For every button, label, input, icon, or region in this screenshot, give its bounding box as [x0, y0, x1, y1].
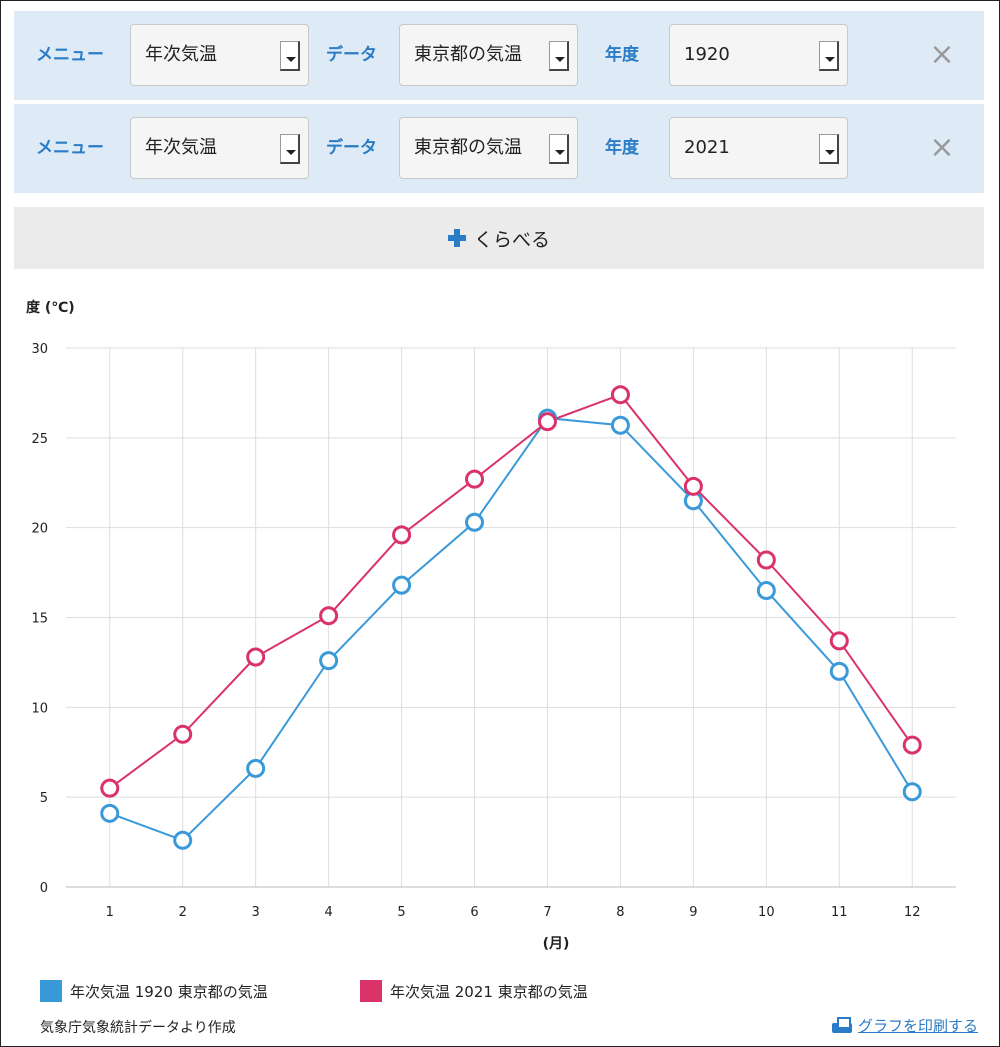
data-point-1920[interactable]: [392, 575, 412, 595]
data-label: データ: [326, 138, 377, 158]
chevron-down-icon[interactable]: [280, 41, 300, 71]
y-tick-label: 30: [31, 342, 48, 357]
data-point-1920[interactable]: [173, 830, 193, 850]
x-tick-label: 12: [904, 905, 921, 920]
data-point-2021[interactable]: [756, 550, 776, 570]
data-point-1920[interactable]: [756, 581, 776, 601]
menu-label: メニュー: [36, 138, 104, 158]
compare-button[interactable]: くらべる: [14, 207, 984, 269]
y-tick-label: 25: [31, 432, 48, 447]
chevron-down-icon[interactable]: [549, 41, 569, 71]
year-select[interactable]: 1920: [669, 24, 848, 86]
print-graph-link[interactable]: グラフを印刷する: [832, 1015, 978, 1036]
series-line-1920: [109, 417, 914, 842]
menu-select-value: 年次気温: [145, 44, 217, 65]
year-label: 年度: [605, 45, 639, 65]
x-tick-label: 4: [324, 905, 332, 920]
x-tick-label: 7: [543, 905, 551, 920]
printer-icon: [832, 1016, 852, 1035]
legend-label-1920: 年次気温 1920 東京都の気温: [70, 982, 268, 1001]
selector-row-1: メニュー 年次気温 データ 東京都の気温 年度 1920 ×: [14, 11, 984, 100]
y-tick-label: 20: [31, 522, 48, 537]
y-axis-title: 度 (℃): [26, 299, 75, 316]
y-tick-label: 10: [31, 701, 48, 716]
x-tick-label: 2: [179, 905, 187, 920]
data-point-2021[interactable]: [100, 778, 120, 798]
data-point-2021[interactable]: [465, 469, 485, 489]
close-icon[interactable]: ×: [929, 37, 955, 72]
year-select[interactable]: 2021: [669, 117, 848, 179]
x-tick-label: 3: [252, 905, 260, 920]
x-tick-label: 10: [758, 905, 775, 920]
x-tick-label: 5: [397, 905, 405, 920]
menu-select[interactable]: 年次気温: [130, 24, 309, 86]
data-point-1920[interactable]: [902, 782, 922, 802]
data-point-1920[interactable]: [319, 651, 339, 671]
data-point-2021[interactable]: [902, 735, 922, 755]
y-tick-label: 0: [40, 881, 48, 896]
data-select[interactable]: 東京都の気温: [399, 24, 578, 86]
legend-swatch-1920: [40, 980, 62, 1002]
legend-swatch-2021: [360, 980, 382, 1002]
data-select-value: 東京都の気温: [414, 44, 522, 65]
menu-select[interactable]: 年次気温: [130, 117, 309, 179]
x-axis-title: (月): [543, 936, 570, 952]
data-point-2021[interactable]: [173, 724, 193, 744]
legend-item-2021[interactable]: 年次気温 2021 東京都の気温: [360, 980, 588, 1002]
x-tick-label: 1: [106, 905, 114, 920]
data-point-2021[interactable]: [683, 476, 703, 496]
data-point-2021[interactable]: [246, 647, 266, 667]
y-tick-label: 5: [40, 791, 48, 806]
data-point-1920[interactable]: [100, 803, 120, 823]
data-point-1920[interactable]: [610, 415, 630, 435]
year-label: 年度: [605, 138, 639, 158]
menu-label: メニュー: [36, 45, 104, 65]
data-point-1920[interactable]: [246, 758, 266, 778]
compare-button-label: くらべる: [473, 228, 550, 251]
print-graph-label: グラフを印刷する: [858, 1017, 979, 1035]
data-point-2021[interactable]: [319, 606, 339, 626]
data-point-2021[interactable]: [537, 412, 557, 432]
selector-row-2: メニュー 年次気温 データ 東京都の気温 年度 2021 ×: [14, 104, 984, 193]
legend-label-2021: 年次気温 2021 東京都の気温: [390, 982, 588, 1001]
chevron-down-icon[interactable]: [819, 41, 839, 71]
data-label: データ: [326, 45, 377, 65]
series-line-2021: [109, 393, 914, 789]
plus-icon: [447, 229, 466, 247]
x-tick-label: 8: [616, 905, 624, 920]
chevron-down-icon[interactable]: [819, 134, 839, 164]
data-point-1920[interactable]: [465, 512, 485, 532]
y-tick-label: 15: [31, 612, 48, 627]
close-icon[interactable]: ×: [929, 130, 955, 165]
chevron-down-icon[interactable]: [280, 134, 300, 164]
legend-item-1920[interactable]: 年次気温 1920 東京都の気温: [40, 980, 268, 1002]
x-tick-label: 11: [831, 905, 848, 920]
data-point-2021[interactable]: [610, 385, 630, 405]
menu-select-value: 年次気温: [145, 137, 217, 158]
data-point-2021[interactable]: [829, 631, 849, 651]
source-note: 気象庁気象統計データより作成: [40, 1020, 236, 1036]
year-select-value: 2021: [684, 137, 730, 158]
chevron-down-icon[interactable]: [549, 134, 569, 164]
x-tick-label: 9: [689, 905, 697, 920]
data-select-value: 東京都の気温: [414, 137, 522, 158]
data-select[interactable]: 東京都の気温: [399, 117, 578, 179]
x-tick-label: 6: [470, 905, 478, 920]
data-point-1920[interactable]: [829, 661, 849, 681]
data-point-2021[interactable]: [392, 525, 412, 545]
year-select-value: 1920: [684, 44, 730, 65]
